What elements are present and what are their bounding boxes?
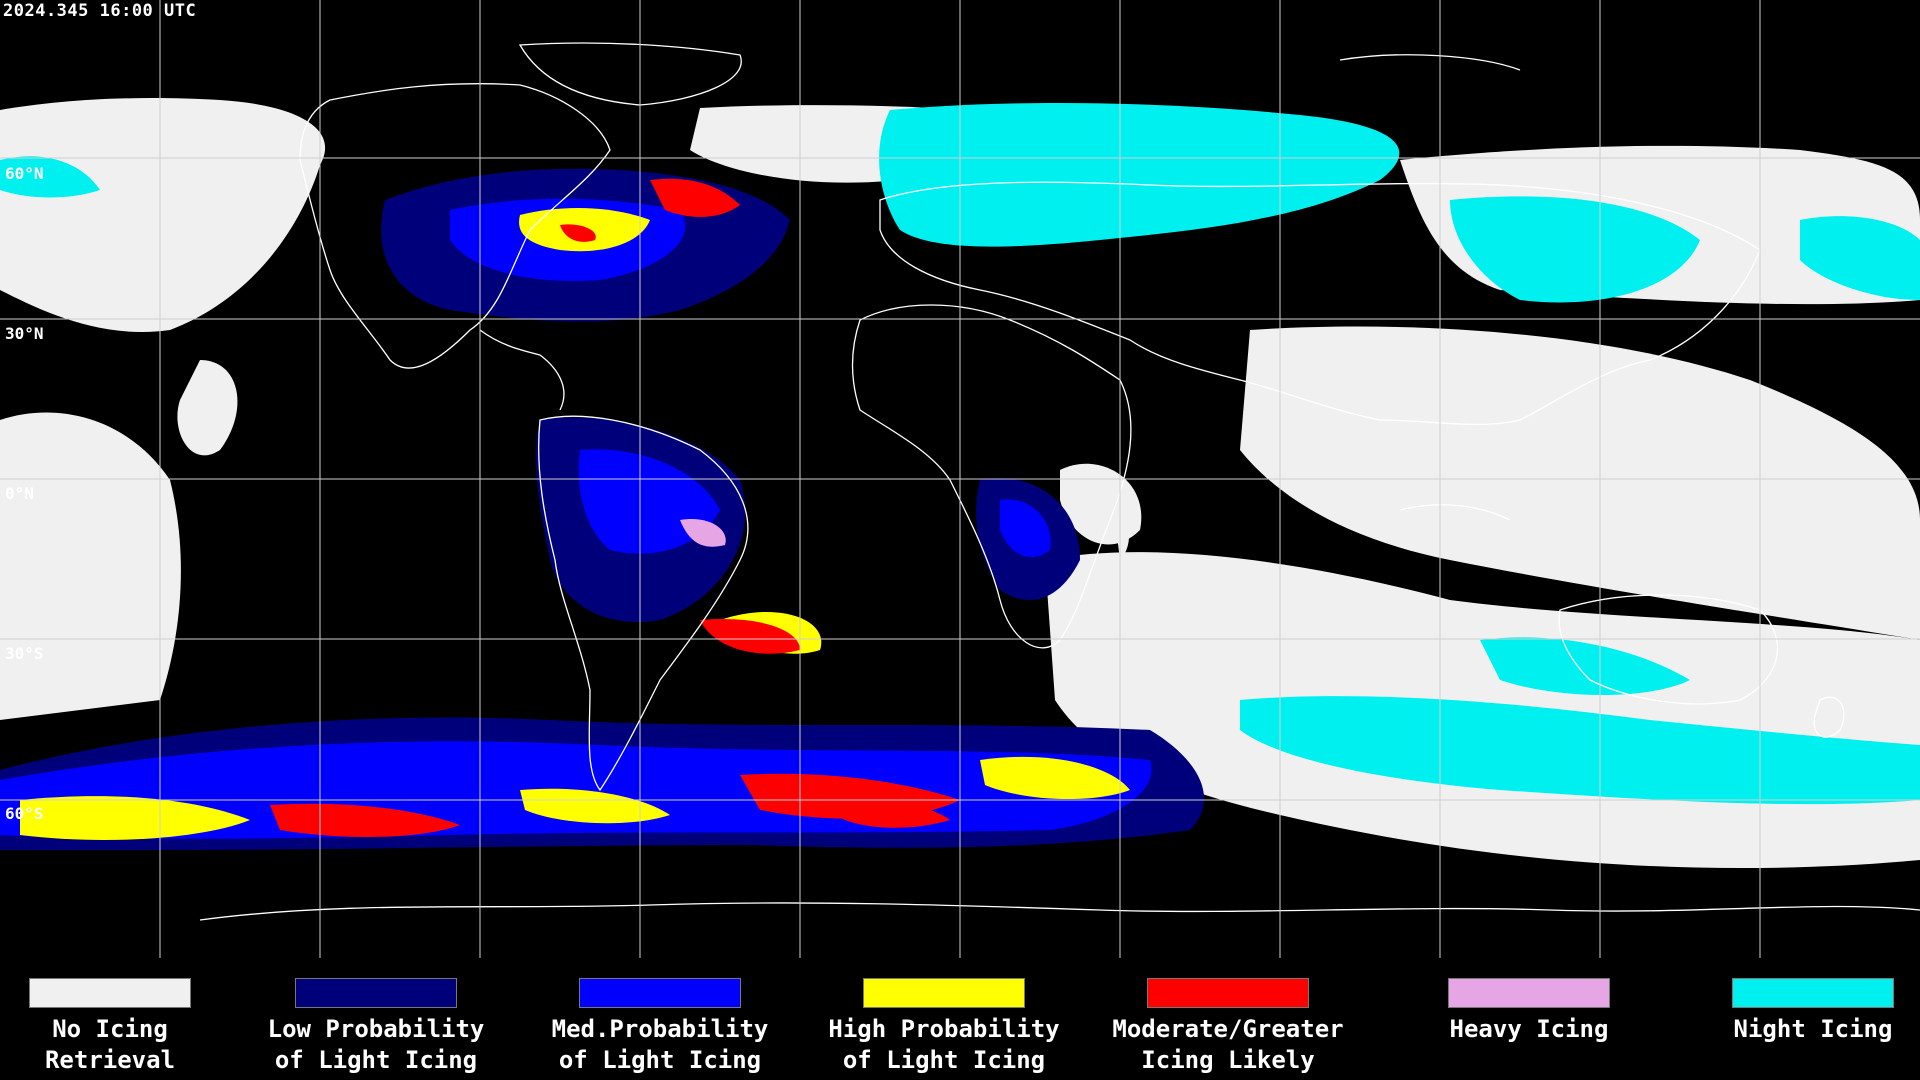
lat-label-30s: 30°S	[5, 644, 44, 663]
legend-swatch-med-probability	[579, 978, 741, 1008]
lat-label-60n: 60°N	[5, 164, 44, 183]
legend-label-line1: No Icing	[52, 1015, 168, 1043]
legend-label-line1: Heavy Icing	[1449, 1015, 1609, 1043]
legend-swatch-heavy-icing	[1448, 978, 1610, 1008]
legend-item-low-probability: Low Probability of Light Icing	[241, 978, 511, 1076]
legend-label-line2: of Light Icing	[274, 1046, 478, 1074]
legend-item-heavy-icing: Heavy Icing	[1394, 978, 1664, 1045]
legend-label-line2: Icing Likely	[1141, 1046, 1315, 1074]
legend-label-line1: Night Icing	[1733, 1015, 1893, 1043]
legend-swatch-high-probability	[863, 978, 1025, 1008]
legend-item-night-icing: Night Icing	[1678, 978, 1920, 1045]
lat-label-0n: 0°N	[5, 484, 34, 503]
legend-swatch-night-icing	[1732, 978, 1894, 1008]
grid-lines	[0, 0, 1920, 958]
legend-item-no-icing: No Icing Retrieval	[0, 978, 245, 1076]
legend-label-line2: of Light Icing	[842, 1046, 1046, 1074]
legend-item-high-probability: High Probability of Light Icing	[809, 978, 1079, 1076]
legend-label-line2: Retrieval	[44, 1046, 176, 1074]
night-icing-regions	[0, 103, 1920, 805]
legend-swatch-no-icing	[29, 978, 191, 1008]
lat-label-30n: 30°N	[5, 324, 44, 343]
legend-label-line2: of Light Icing	[558, 1046, 762, 1074]
legend-label-line1: Med.Probability	[551, 1015, 769, 1043]
legend-label-line1: Moderate/Greater	[1112, 1015, 1344, 1043]
lat-label-60s: 60°S	[5, 804, 44, 823]
legend-swatch-moderate	[1147, 978, 1309, 1008]
timestamp: 2024.345 16:00 UTC	[3, 1, 197, 21]
coastlines	[199, 42, 1920, 921]
icing-map	[0, 0, 1920, 958]
legend-swatch-low-probability	[295, 978, 457, 1008]
legend-item-med-probability: Med.Probability of Light Icing	[525, 978, 795, 1076]
legend-label-line1: High Probability	[828, 1015, 1060, 1043]
icing-probability-regions	[0, 168, 1205, 850]
legend-item-moderate: Moderate/Greater Icing Likely	[1093, 978, 1363, 1076]
legend: No Icing Retrieval Low Probability of Li…	[0, 958, 1920, 1080]
legend-label-line1: Low Probability	[267, 1015, 485, 1043]
